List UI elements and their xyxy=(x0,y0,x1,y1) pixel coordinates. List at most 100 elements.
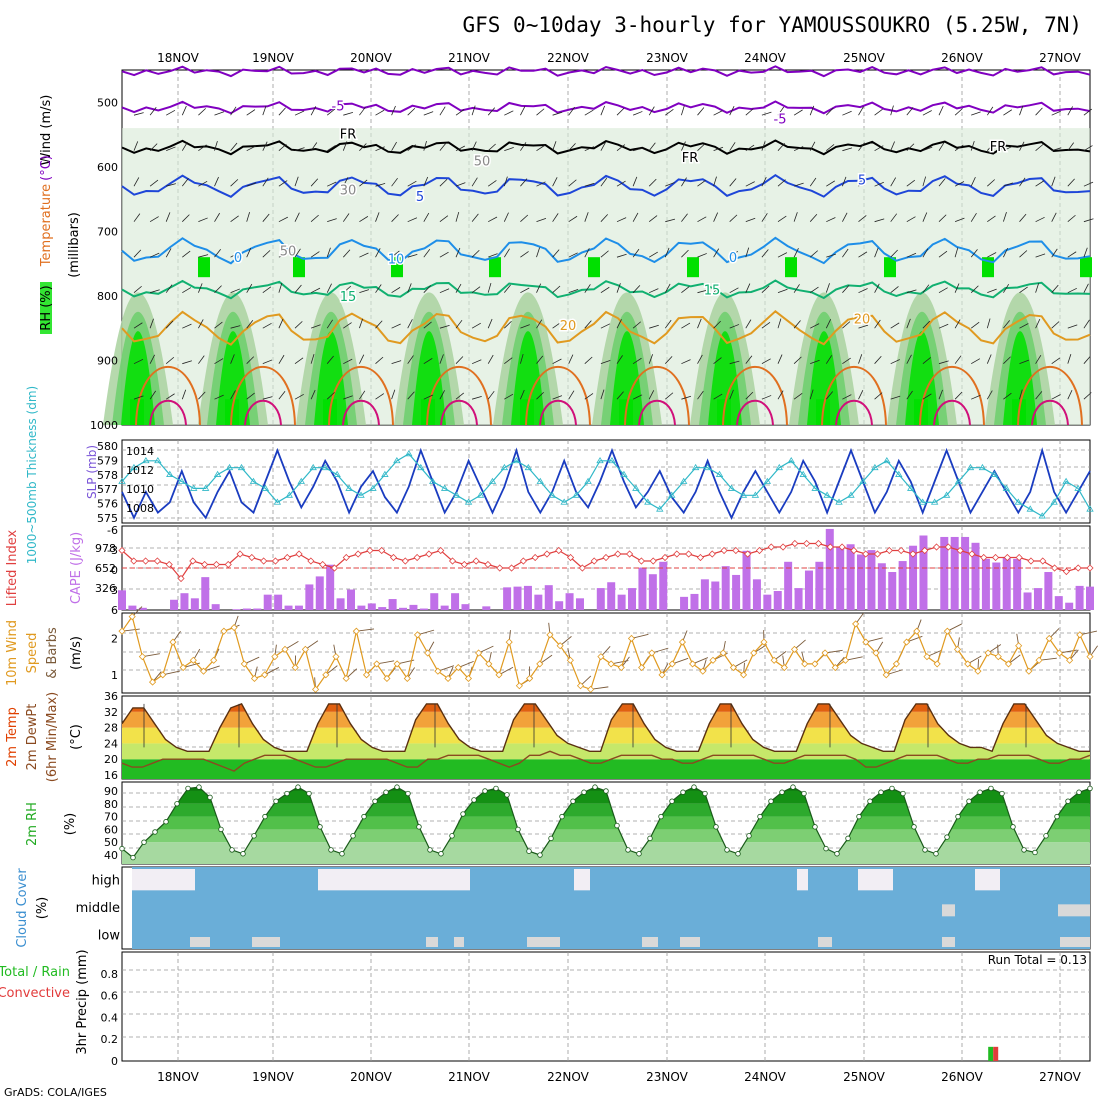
thickness-point xyxy=(333,470,341,477)
upper-wind-barb xyxy=(278,253,289,258)
upper-wind-barb xyxy=(1083,247,1088,258)
upper-wind-barb xyxy=(761,285,770,293)
upper-wind-barb xyxy=(954,391,963,400)
contour-label: 50 xyxy=(474,154,491,169)
date-label-bottom: 27NOV xyxy=(1039,1070,1081,1084)
upper-wind-barb xyxy=(133,358,144,365)
cape-bar xyxy=(763,594,772,610)
upper-wind-barb xyxy=(471,396,482,400)
upper-wind-barb xyxy=(938,287,948,294)
upper-wind-barb xyxy=(230,142,238,151)
precip-tick-label: 0.4 xyxy=(101,1011,119,1024)
upper-wind-barb xyxy=(262,105,267,116)
upper-wind-barb xyxy=(294,110,305,116)
wind10-frame xyxy=(121,612,1091,694)
date-label-top: 27NOV xyxy=(1039,51,1081,65)
isotherm-neg5-top xyxy=(121,65,1091,78)
upper-wind-barb xyxy=(230,215,239,223)
upper-wind-barb xyxy=(230,390,236,400)
upper-wind-barb xyxy=(310,214,319,222)
upper-wind-barb xyxy=(777,179,786,187)
temp-band xyxy=(122,703,1090,712)
upper-wind-barb xyxy=(810,359,820,365)
wind10-speed-label: Speed xyxy=(25,633,40,674)
rh-point xyxy=(922,847,928,853)
rh-point xyxy=(955,813,961,820)
upper-wind-barb xyxy=(520,142,527,151)
upper-wind-barb xyxy=(520,214,529,222)
upper-wind-barb xyxy=(842,176,847,187)
upper-wind-barb xyxy=(391,250,400,258)
li-tick-label: -6 xyxy=(107,524,118,537)
upper-wind-barb xyxy=(423,140,427,151)
upper-wind-barb xyxy=(391,389,396,400)
upper-wind-barb xyxy=(487,107,496,116)
upper-wind-barb xyxy=(1083,108,1093,116)
rh-point xyxy=(823,845,829,852)
upper-wind-barb xyxy=(391,360,402,365)
dewpoint-line xyxy=(121,750,1091,772)
upper-wind-barb xyxy=(149,107,157,116)
upper-wind-barb xyxy=(809,105,815,116)
rh-tick-label: 40 xyxy=(104,849,118,862)
wind-speed-point xyxy=(658,671,666,679)
wind-speed-point xyxy=(261,671,269,679)
thickness-tick-label: 580 xyxy=(97,440,118,453)
date-label-bottom: 23NOV xyxy=(646,1070,688,1084)
upper-wind-barb xyxy=(198,180,208,187)
wind-tick-label: 1 xyxy=(111,669,118,682)
rh-point xyxy=(592,784,598,790)
upper-wind-barb xyxy=(133,112,144,116)
isotherm-30-dome xyxy=(539,399,577,426)
rh-point xyxy=(779,789,785,795)
rh-point xyxy=(834,851,840,857)
upper-wind-barb xyxy=(777,215,787,223)
rh-shade-cell xyxy=(905,331,939,425)
upper-wind-barb xyxy=(342,177,349,187)
upper-wind-barb xyxy=(375,393,385,400)
li-point xyxy=(614,550,622,558)
li-point xyxy=(826,543,834,551)
cape-bar xyxy=(263,594,272,610)
upper-wind-barb xyxy=(938,250,948,258)
rh-point xyxy=(548,835,554,842)
thickness-point xyxy=(285,491,294,498)
upper-wind-barb xyxy=(1067,287,1077,294)
upper-wind-barb xyxy=(552,322,562,329)
rh-shade-cell xyxy=(708,331,742,425)
upper-wind-barb xyxy=(503,176,508,187)
date-label-top: 22NOV xyxy=(547,51,589,65)
upper-wind-barb xyxy=(198,391,206,400)
wind-barb xyxy=(437,665,455,672)
cape-bar xyxy=(940,536,949,610)
thickness-point xyxy=(751,491,760,498)
upper-wind-barb xyxy=(858,251,868,258)
thickness-point xyxy=(417,463,425,471)
upper-wind-barb xyxy=(568,106,575,116)
wind-speed-point xyxy=(1035,656,1043,664)
rh-shade-core xyxy=(687,257,699,278)
cape-bar xyxy=(399,607,408,610)
contour-label: 10 xyxy=(388,252,405,267)
upper-wind-barb xyxy=(1003,356,1011,364)
upper-wind-barb xyxy=(294,321,303,329)
li-point xyxy=(484,560,492,569)
thickness-point xyxy=(500,463,509,471)
cape-bar xyxy=(628,588,637,610)
li-point xyxy=(531,553,539,562)
li-tick-label: 3 xyxy=(111,584,118,597)
upper-wind-barb xyxy=(890,395,901,400)
upper-wind-barb xyxy=(455,182,466,187)
upper-wind-barb xyxy=(971,394,981,400)
li-point xyxy=(980,553,988,562)
upper-wind-barb xyxy=(697,354,703,364)
upper-wind-barb xyxy=(842,212,848,222)
upper-wind-barb xyxy=(375,356,384,364)
thickness-tick-label: 578 xyxy=(97,469,118,482)
upper-wind-barb xyxy=(439,142,447,151)
temp-band xyxy=(122,759,1090,779)
wind-speed-point xyxy=(220,627,228,635)
date-label-top: 19NOV xyxy=(252,51,294,65)
cape-bar xyxy=(1086,586,1094,610)
